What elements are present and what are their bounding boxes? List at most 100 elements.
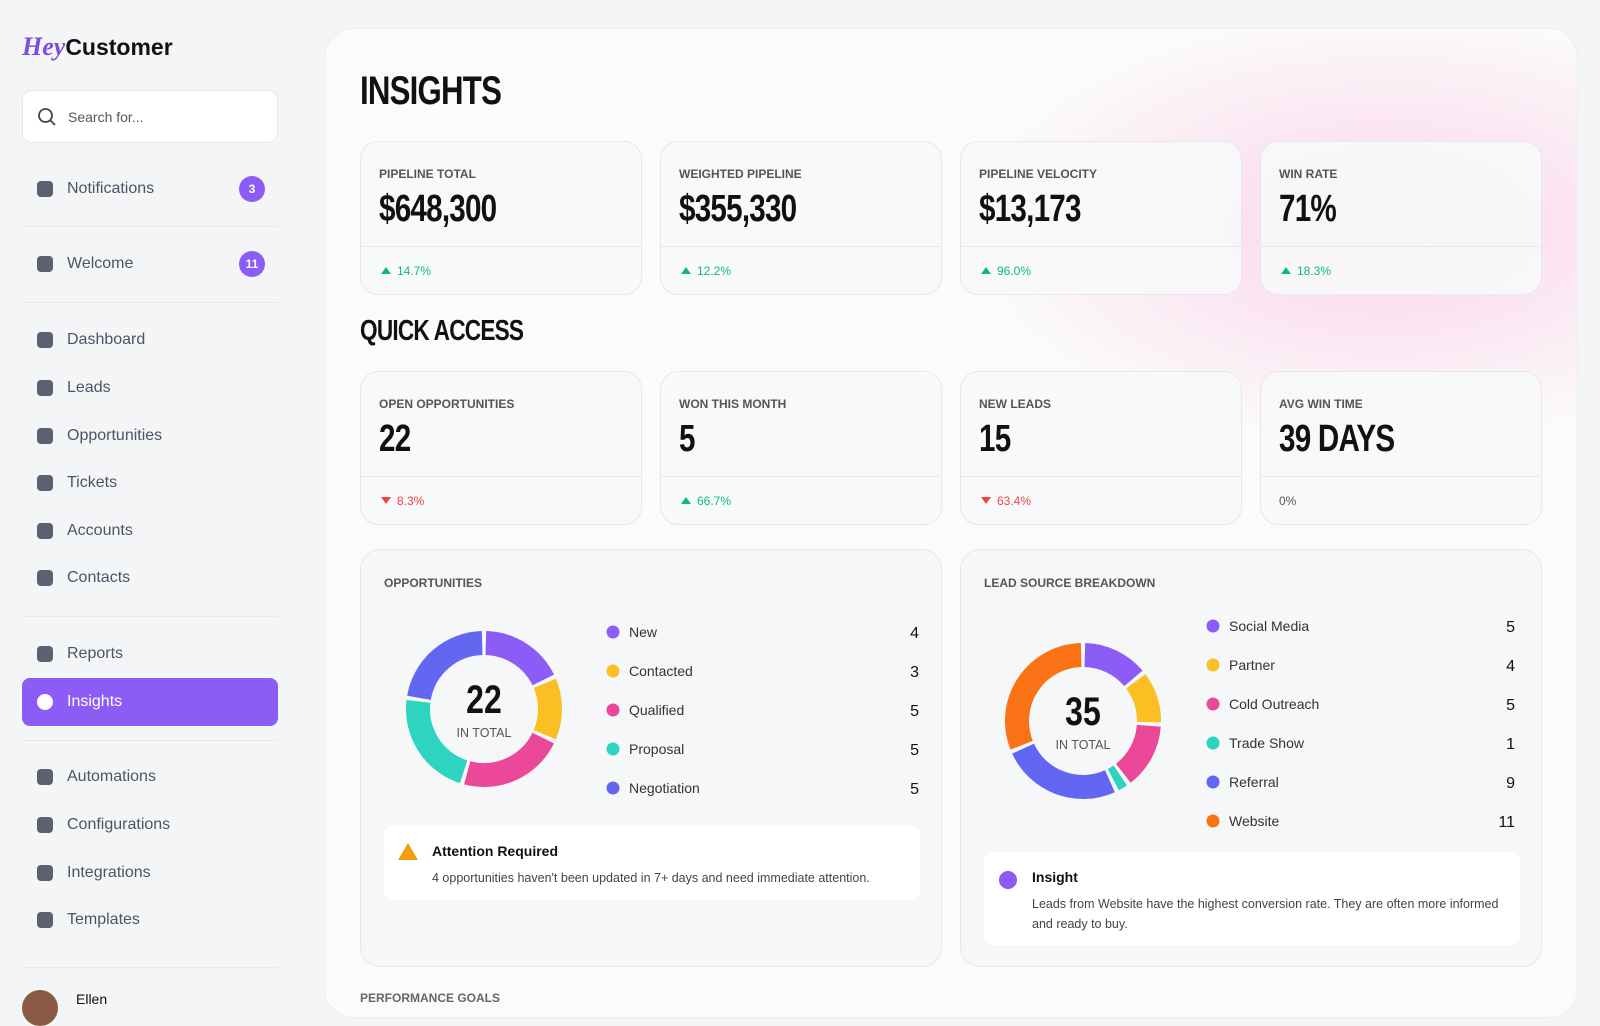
stat-value: 5: [679, 418, 695, 460]
nav-icon: [37, 332, 53, 348]
alert-text: 4 opportunities haven't been updated in …: [432, 871, 870, 885]
donut-total-label: IN TOTAL: [1056, 738, 1111, 752]
card-title: LEAD SOURCE BREAKDOWN: [984, 576, 1156, 590]
alert-icon: [999, 871, 1017, 889]
stat-value: $648,300: [379, 188, 497, 230]
nav-icon: [37, 865, 53, 881]
separator: [361, 476, 641, 477]
nav-item[interactable]: Leads: [22, 364, 278, 412]
legend-label: Social Media: [1229, 618, 1309, 634]
section-title: PERFORMANCE GOALS: [360, 991, 501, 1005]
logo-name: Customer: [65, 34, 173, 60]
nav-label: Accounts: [67, 522, 133, 539]
legend-dot: [606, 625, 620, 639]
donut-segment: [464, 732, 555, 787]
nav-item[interactable]: Opportunities: [22, 412, 278, 460]
main-panel: INSIGHTS QUICK ACCESS PERFORMANCE GOALS …: [324, 28, 1578, 1018]
nav-item[interactable]: Integrations: [22, 849, 278, 897]
stat-card: OPEN OPPORTUNITIES 22 8.3%: [360, 371, 642, 525]
divider: [22, 226, 278, 227]
nav-item[interactable]: Automations: [22, 753, 278, 801]
nav-item[interactable]: Tickets: [22, 459, 278, 507]
stat-label: WEIGHTED PIPELINE: [679, 167, 802, 181]
stat-value: $355,330: [679, 188, 797, 230]
nav-item[interactable]: Contacts: [22, 554, 278, 602]
stat-change: 18.3%: [1297, 264, 1332, 278]
alert-box: Attention Required 4 opportunities haven'…: [384, 826, 920, 900]
search-box[interactable]: Search for...: [22, 90, 278, 143]
legend-label: Website: [1229, 813, 1280, 829]
trend-arrow: [681, 497, 691, 504]
legend-dot: [606, 742, 620, 756]
nav-icon: [37, 256, 53, 272]
donut-segment: [1125, 674, 1161, 723]
nav-item[interactable]: Accounts: [22, 507, 278, 555]
separator: [1261, 246, 1541, 247]
legend-dot: [1206, 658, 1220, 672]
stat-card: PIPELINE TOTAL $648,300 14.7%: [360, 141, 642, 295]
legend-value: 9: [1506, 775, 1515, 792]
stat-change: 96.0%: [997, 264, 1032, 278]
stat-label: OPEN OPPORTUNITIES: [379, 397, 515, 411]
alert-title: Insight: [1032, 869, 1078, 885]
trend-arrow: [981, 497, 991, 504]
legend-label: Trade Show: [1229, 735, 1305, 751]
legend-value: 4: [1506, 658, 1515, 675]
alert-title: Attention Required: [432, 843, 558, 859]
donut-segment: [1107, 765, 1128, 791]
stat-card: NEW LEADS 15 63.4%: [960, 371, 1242, 525]
nav-badge: 11: [239, 251, 265, 277]
separator: [661, 246, 941, 247]
trend-arrow: [381, 267, 391, 274]
donut-total: 35: [1065, 689, 1101, 734]
donut-total-label: IN TOTAL: [457, 726, 512, 740]
stat-value: $13,173: [979, 188, 1081, 230]
separator: [361, 246, 641, 247]
nav-item[interactable]: Configurations: [22, 801, 278, 849]
legend-label: Proposal: [629, 741, 684, 757]
nav-label: Automations: [67, 768, 156, 785]
stat-value: 39 DAYS: [1279, 418, 1395, 460]
nav-label: Templates: [67, 911, 140, 928]
legend-value: 11: [1498, 814, 1515, 831]
donut-chart: 35 IN TOTAL Social Media 5 Partner 4 Cold Outr…: [1005, 618, 1515, 831]
nav-label: Contacts: [67, 569, 131, 586]
legend-value: 3: [910, 664, 919, 681]
legend-value: 5: [1506, 697, 1515, 714]
nav-item[interactable]: Templates: [22, 896, 278, 944]
nav-item[interactable]: Notifications 3: [22, 165, 278, 213]
avatar: [22, 990, 58, 1026]
nav-label: Leads: [67, 379, 111, 396]
nav-item[interactable]: Reports: [22, 630, 278, 678]
donut-chart: 22 IN TOTAL New 4 Contacted 3 Qualified 5 Propos…: [406, 624, 919, 798]
nav-item[interactable]: Welcome 11: [22, 240, 278, 288]
legend-dot: [1206, 814, 1220, 828]
stat-card: WIN RATE 71% 18.3%: [1260, 141, 1542, 295]
donut-total: 22: [466, 677, 502, 722]
stat-label: WON THIS MONTH: [679, 397, 787, 411]
search-icon: [38, 108, 56, 126]
nav-label: Opportunities: [67, 427, 163, 444]
stat-change: 8.3%: [397, 494, 425, 508]
opportunities-card: OPPORTUNITIES 22 IN TOTAL New 4 Contacted 3 Qua…: [360, 549, 942, 967]
legend-dot: [606, 664, 620, 678]
divider: [22, 302, 278, 303]
legend-value: 5: [910, 703, 919, 720]
legend-label: New: [629, 624, 658, 640]
nav-label: Integrations: [67, 864, 151, 881]
nav-item[interactable]: Insights: [22, 678, 278, 726]
legend-dot: [1206, 697, 1220, 711]
separator: [961, 476, 1241, 477]
nav-badge: 3: [239, 176, 265, 202]
legend-value: 1: [1506, 736, 1515, 753]
nav-icon: [37, 380, 53, 396]
logo[interactable]: HeyCustomer: [22, 32, 173, 62]
nav-icon: [37, 694, 53, 710]
nav-item[interactable]: Dashboard: [22, 316, 278, 364]
search-placeholder: Search for...: [68, 109, 144, 125]
legend-label: Referral: [1229, 774, 1279, 790]
divider: [22, 616, 278, 617]
nav-label: Notifications: [67, 180, 155, 197]
stat-change: 12.2%: [697, 264, 732, 278]
legend-dot: [1206, 736, 1220, 750]
